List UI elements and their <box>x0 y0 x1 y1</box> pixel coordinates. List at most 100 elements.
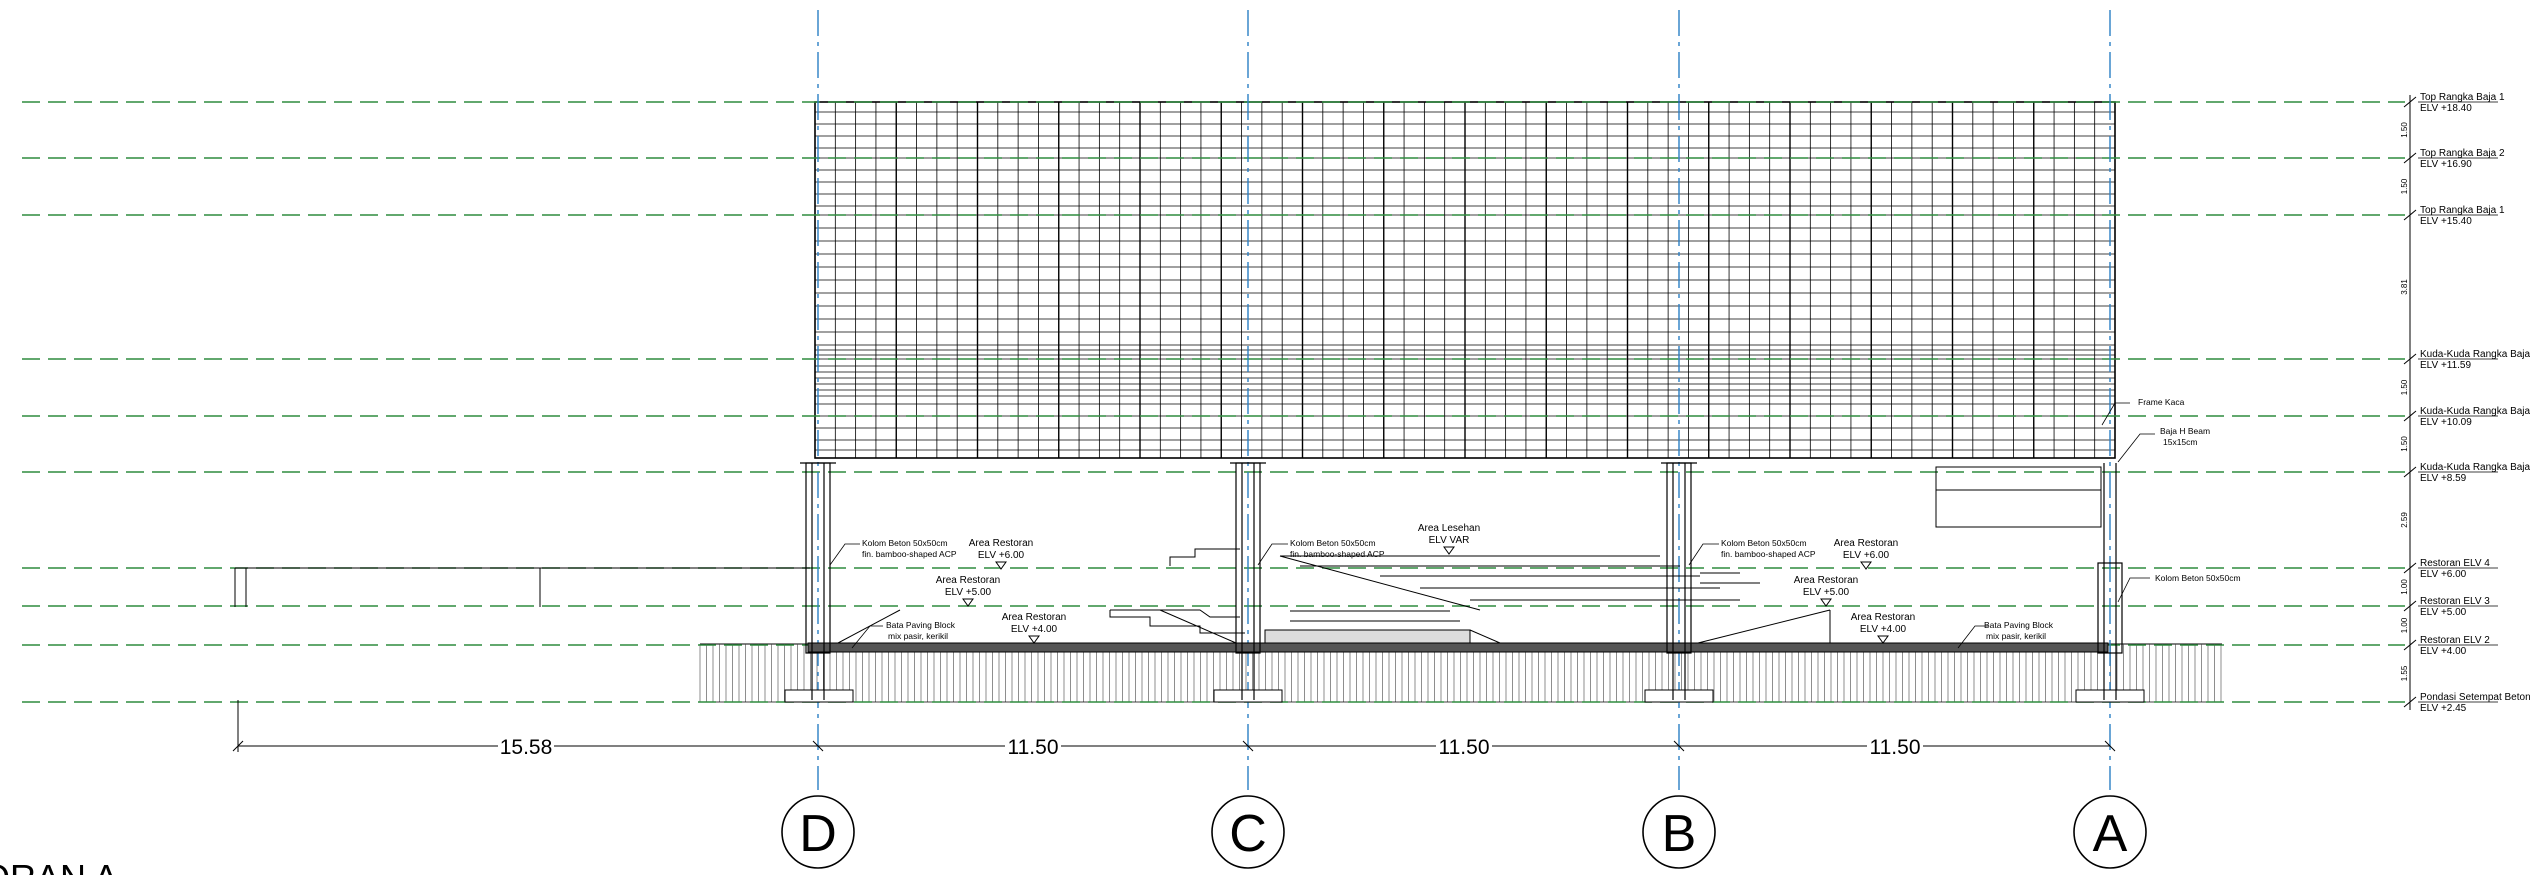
footing-a <box>2075 689 2145 703</box>
vertical-dimension-label: 1.00 <box>2400 617 2409 633</box>
level-elevation: ELV +4.00 <box>2420 646 2467 657</box>
area-elv: ELV +4.00 <box>1860 624 1907 635</box>
axis-circle <box>781 795 855 869</box>
area-elv: ELV +4.00 <box>1011 624 1058 635</box>
area-elv: ELV +5.00 <box>1803 587 1850 598</box>
lesehan-tiers <box>1109 548 1831 644</box>
paving-right-label: Bata Paving Block <box>1984 620 2054 630</box>
column-c <box>1230 462 1266 700</box>
footing-d <box>784 689 854 703</box>
column-d <box>800 462 836 700</box>
area-restoran-5-left: Area Restoran ELV +5.00 <box>936 575 1000 607</box>
level-marker-icon <box>995 561 1007 570</box>
level-marker-icon <box>1860 561 1872 570</box>
level-name: Pondasi Setempat Beton <box>2420 692 2530 703</box>
ground-hatch <box>699 643 2222 703</box>
area-name: Area Restoran <box>936 575 1000 586</box>
vertical-dimension-label: 2.59 <box>2400 512 2409 528</box>
level-elevation: ELV +16.90 <box>2420 159 2472 170</box>
area-restoran-6-left: Area Restoran ELV +6.00 <box>969 538 1033 570</box>
level-elevation: ELV +18.40 <box>2420 103 2472 114</box>
vertical-dimension-labels: 1.50 1.50 3.81 1.50 1.50 2.59 1.00 1.00 1.55 <box>2400 96 2417 708</box>
column-b <box>1661 462 1697 700</box>
level-marker-icon <box>962 598 974 607</box>
level-name: Top Rangka Baja 2 <box>2420 148 2505 159</box>
vertical-dimension-label: 1.50 <box>2400 379 2409 395</box>
kolom-d-label: Kolom Beton 50x50cm <box>862 538 948 548</box>
dimension-tick <box>2403 96 2417 108</box>
dimension-tick <box>2403 600 2417 612</box>
level-marker-icon <box>1028 635 1040 644</box>
level-name: Top Rangka Baja 1 <box>2420 92 2505 103</box>
area-name: Area Lesehan <box>1418 523 1480 534</box>
area-name: Area Restoran <box>1834 538 1898 549</box>
level-name: Top Rangka Baja 1 <box>2420 205 2505 216</box>
axis-label: A <box>2093 805 2128 863</box>
area-restoran-4-right: Area Restoran ELV +4.00 <box>1851 612 1915 644</box>
paving-left-mix: mix pasir, kerikil <box>888 631 948 641</box>
vertical-dimension-label: 1.50 <box>2400 122 2409 138</box>
kolom-c-finish: fin. bamboo-shaped ACP <box>1290 549 1385 559</box>
frame-kaca-label: Frame Kaca <box>2138 397 2185 407</box>
level-name: Kuda-Kuda Rangka Baja <box>2420 462 2530 473</box>
paving-left-label: Bata Paving Block <box>886 620 956 630</box>
horizontal-dimension-labels: 15.58 11.50 11.50 11.50 <box>498 736 1923 759</box>
axis-bubble-c: C <box>1211 795 1285 869</box>
axis-label: D <box>799 805 837 863</box>
vertical-dimension-label: 1.50 <box>2400 436 2409 452</box>
drawing-title: ORAN A <box>0 857 118 875</box>
horizontal-dimension-label: 11.50 <box>1439 736 1490 759</box>
footing-b <box>1644 689 1714 703</box>
dimension-tick <box>2403 353 2417 365</box>
area-restoran-5-right: Area Restoran ELV +5.00 <box>1794 575 1858 607</box>
axis-bubble-d: D <box>781 795 855 869</box>
area-elv: ELV +6.00 <box>1843 550 1890 561</box>
dimension-tick <box>2403 562 2417 574</box>
horizontal-dimension-label: 11.50 <box>1870 736 1921 759</box>
dimension-tick <box>2403 152 2417 164</box>
level-elevation: ELV +10.09 <box>2420 417 2472 428</box>
structure <box>234 462 2145 703</box>
level-elevation: ELV +15.40 <box>2420 216 2472 227</box>
level-name: Kuda-Kuda Rangka Baja <box>2420 349 2530 360</box>
area-name: Area Restoran <box>1002 612 1066 623</box>
stair-left-d <box>837 609 901 644</box>
level-marker-icon <box>1820 598 1832 607</box>
dimension-tick <box>2403 209 2417 221</box>
level-lines <box>22 101 2405 703</box>
area-name: Area Restoran <box>969 538 1033 549</box>
kolom-d-finish: fin. bamboo-shaped ACP <box>862 549 957 559</box>
area-elv: ELV +5.00 <box>945 587 992 598</box>
dimension-tick <box>2403 410 2417 422</box>
area-lesehan: Area Lesehan ELV VAR <box>1418 523 1480 555</box>
level-elevation: ELV +6.00 <box>2420 569 2467 580</box>
level-elevation: ELV +11.59 <box>2420 360 2471 371</box>
kolom-c-label: Kolom Beton 50x50cm <box>1290 538 1376 548</box>
level-name: Restoran ELV 3 <box>2420 596 2490 607</box>
paving-right-mix: mix pasir, kerikil <box>1986 631 2046 641</box>
level-elevation: ELV +2.45 <box>2420 703 2467 714</box>
kolom-b-finish: fin. bamboo-shaped ACP <box>1721 549 1816 559</box>
axis-circle <box>1642 795 1716 869</box>
column-a <box>2097 463 2123 700</box>
axis-bubble-a: A <box>2073 795 2147 869</box>
baja-h-beam-size: 15x15cm <box>2163 437 2198 447</box>
axis-bubble-b: B <box>1642 795 1716 869</box>
ground-slab <box>807 642 2109 653</box>
area-restoran-4-left: Area Restoran ELV +4.00 <box>1002 612 1066 644</box>
level-name: Restoran ELV 2 <box>2420 635 2490 646</box>
area-name: Area Restoran <box>1851 612 1915 623</box>
baja-h-beam-label: Baja H Beam <box>2160 426 2210 436</box>
axis-label: B <box>1662 805 1697 863</box>
level-name: Kuda-Kuda Rangka Baja <box>2420 406 2530 417</box>
grid-axis-lines <box>817 10 2111 790</box>
horizontal-dimension-label: 11.50 <box>1008 736 1059 759</box>
axis-label: C <box>1229 805 1267 863</box>
area-elv: ELV +6.00 <box>978 550 1025 561</box>
